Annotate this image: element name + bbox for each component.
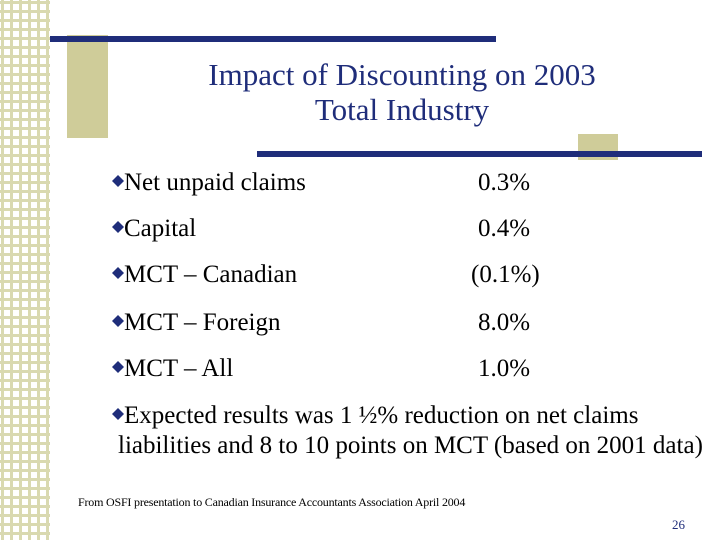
list-item: MCT – Foreign [112,308,281,338]
title-rule-bottom [257,151,702,157]
note-text: Expected results was 1 ½% reduction on n… [118,402,703,459]
list-item-label: MCT – Foreign [124,309,281,336]
title-line: Impact of Discounting on 2003 [208,57,596,92]
list-item: Capital [112,214,196,244]
list-item: Net unpaid claims [112,168,306,198]
diamond-bullet-icon [112,408,124,420]
page-number: 26 [672,517,685,532]
list-item-label: Capital [124,215,197,242]
decorative-grid [0,0,50,540]
list-item-label: MCT – Canadian [124,261,298,288]
diamond-bullet-icon [112,221,124,233]
list-item-label: MCT – All [124,355,234,382]
list-item-value: 0.3% [478,169,531,196]
list-item-value: (0.1%) [471,261,540,288]
list-item-value: 1.0% [478,355,531,382]
note-paragraph: Expected results was 1 ½% reduction on n… [112,401,718,461]
title-line: Total Industry [314,92,490,127]
list-item: MCT – All [112,354,233,384]
list-item: MCT – Canadian [112,260,297,290]
diamond-bullet-icon [112,267,124,279]
diamond-bullet-icon [112,361,124,373]
list-item-label: Net unpaid claims [124,169,306,196]
diamond-bullet-icon [112,175,124,187]
title-rule-top [50,36,496,42]
list-item-value: 8.0% [478,309,531,336]
slide-title: Impact of Discounting on 2003 Total Indu… [0,57,720,127]
list-item-value: 0.4% [478,215,531,242]
decorative-block [67,35,108,138]
source-citation: From OSFI presentation to Canadian Insur… [78,495,466,509]
diamond-bullet-icon [112,315,124,327]
